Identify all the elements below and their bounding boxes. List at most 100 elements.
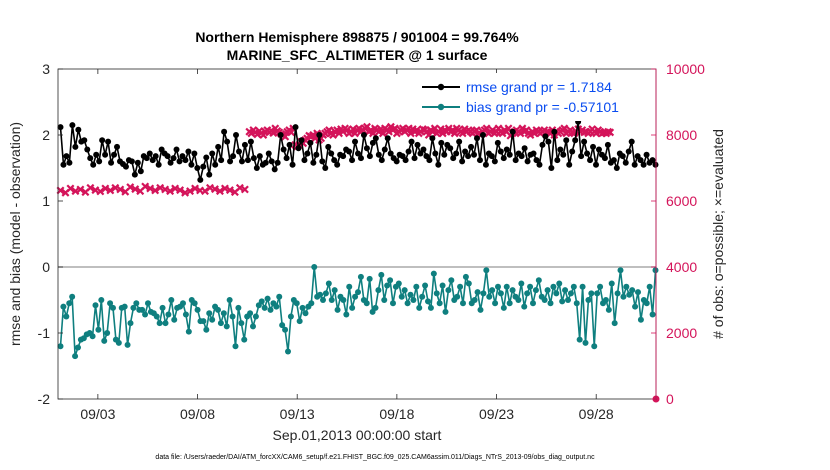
rmse-point (619, 153, 626, 160)
rmse-point (488, 153, 495, 160)
bias-point (139, 306, 146, 313)
rmse-point (224, 138, 231, 145)
bias-point (605, 306, 612, 313)
bias-point (436, 300, 443, 307)
bias-point (579, 283, 586, 290)
rmse-point (155, 161, 162, 168)
bias-point (98, 297, 105, 303)
bias-point (620, 293, 627, 300)
rmse-point (402, 157, 409, 164)
bias-point (389, 300, 396, 307)
obs-count-marker (235, 183, 244, 192)
bias-point (462, 273, 469, 280)
rmse-point (241, 141, 248, 148)
bias-point (130, 304, 137, 311)
bias-point (489, 287, 496, 294)
rmse-point (253, 165, 260, 171)
rmse-point (262, 159, 269, 166)
obs-count-marker (201, 187, 209, 196)
bias-point (200, 318, 207, 325)
rmse-point (206, 171, 213, 178)
bias-point (439, 282, 446, 289)
rmse-point (313, 151, 320, 158)
rmse-point (613, 165, 620, 171)
rmse-point (631, 161, 638, 168)
bias-point (474, 289, 481, 296)
rmse-point (230, 153, 237, 160)
bias-point (649, 311, 656, 318)
bias-point (89, 333, 96, 340)
bias-point (249, 323, 256, 330)
rmse-point (349, 157, 356, 164)
bias-point (220, 310, 227, 317)
bias-point (623, 283, 630, 290)
obs-count-marker (191, 184, 200, 193)
bias-point (104, 330, 111, 336)
bias-point (311, 264, 318, 270)
bias-point (547, 300, 554, 307)
bias-point (168, 297, 175, 303)
bias-point (346, 283, 353, 290)
bias-series (57, 264, 659, 360)
rmse-point (572, 137, 579, 144)
bias-point (308, 300, 315, 307)
bias-point (185, 328, 192, 335)
bias-point (430, 270, 437, 277)
chart-title-line1: Northern Hemisphere 898875 / 901004 = 99… (195, 29, 519, 45)
data-file-footnote: data file: /Users/raeder/DAI/ATM_forcXX/… (155, 454, 595, 461)
bias-point (282, 326, 289, 333)
bias-point (492, 300, 499, 307)
rmse-point (298, 137, 305, 144)
bias-point (258, 298, 265, 305)
obs-count-marker (171, 184, 180, 193)
x-tick-label: 09/23 (479, 406, 514, 422)
obs-count-marker (225, 186, 234, 195)
chart-title-line2: MARINE_SFC_ALTIMETER @ 1 surface (227, 47, 488, 63)
bias-point (424, 298, 431, 305)
bias-point (229, 313, 236, 320)
rmse-point (482, 161, 489, 168)
obs-count-marker (269, 129, 278, 137)
bias-point (74, 344, 81, 351)
rmse-point (265, 150, 272, 157)
rmse-point (643, 151, 650, 158)
bias-point (384, 282, 391, 289)
rmse-point (509, 128, 516, 135)
rmse-point (554, 157, 561, 164)
rmse-point (96, 158, 103, 165)
plot-area (58, 69, 656, 399)
obs-count-marker (186, 187, 195, 196)
rmse-point (69, 122, 76, 129)
bias-point (465, 280, 472, 287)
bias-point (413, 283, 420, 290)
bias-point (109, 304, 116, 311)
bias-point (401, 287, 408, 294)
bias-point (422, 282, 429, 289)
rmse-point (122, 163, 129, 170)
obs-count-marker (151, 186, 160, 195)
bias-point (567, 290, 574, 297)
obs-count-marker (126, 183, 135, 192)
rmse-point (334, 161, 341, 168)
y-right-tick-label: 0 (666, 391, 674, 407)
rmse-point (426, 157, 433, 164)
rmse-series (57, 118, 659, 183)
rmse-point (346, 148, 353, 155)
obs-count-marker (131, 185, 140, 194)
bias-point (317, 291, 324, 298)
bias-point (162, 320, 169, 327)
bias-point (343, 311, 350, 318)
bias-point (635, 289, 642, 296)
bias-point (454, 293, 461, 300)
bias-point (378, 271, 385, 278)
y-right-tick-label: 4000 (666, 259, 697, 275)
rmse-point (66, 159, 73, 166)
bias-point (153, 313, 160, 320)
rmse-point (366, 153, 373, 160)
rmse-point (340, 153, 347, 160)
bias-point (506, 300, 513, 307)
rmse-point (595, 146, 602, 153)
rmse-point (622, 159, 629, 166)
bias-point (433, 290, 440, 297)
rmse-point (381, 146, 388, 153)
